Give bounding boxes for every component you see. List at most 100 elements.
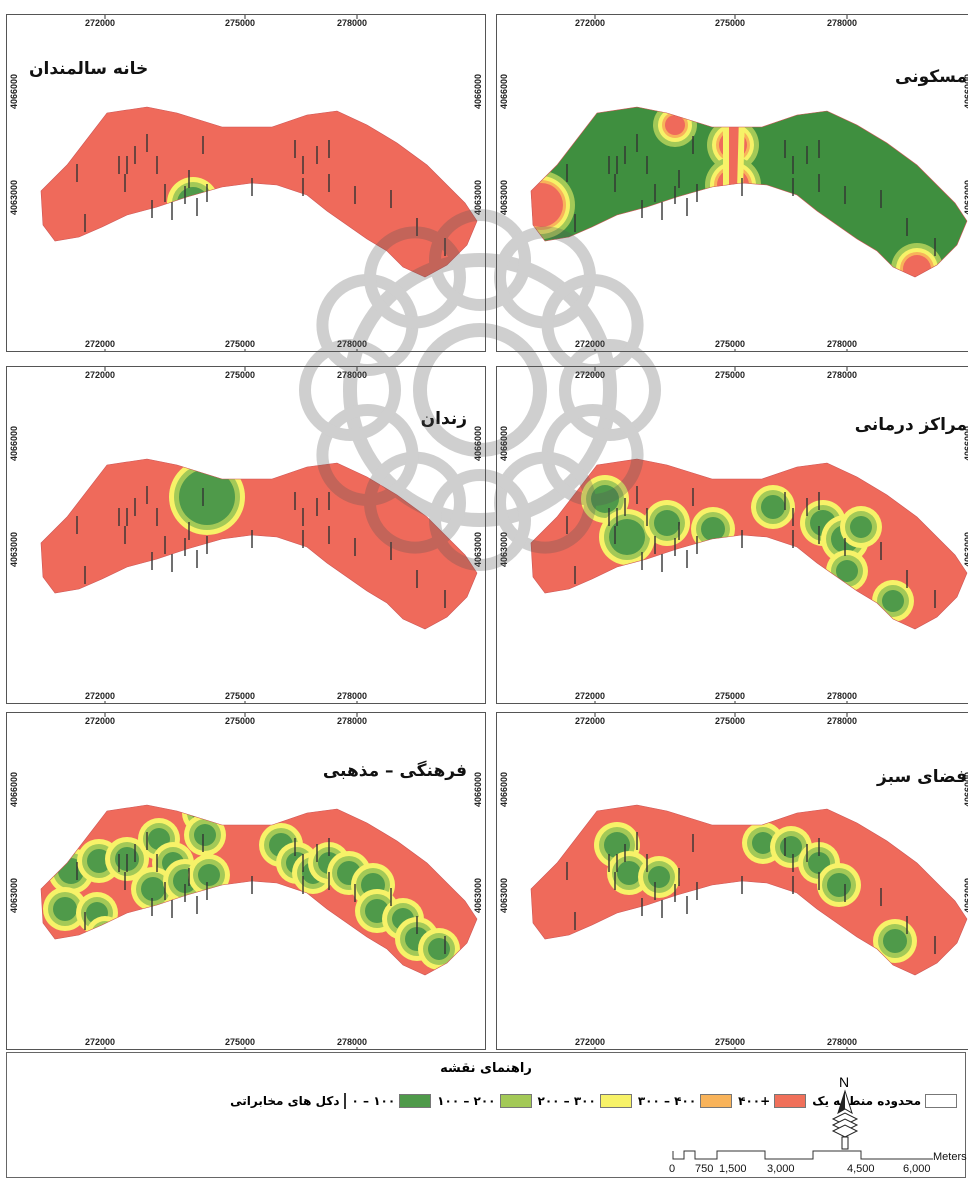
map-panel-p2: 272000 272000 275000 275000 278000 278000 4066…: [496, 14, 968, 352]
map-panel-title: زندان: [420, 409, 467, 429]
x-tick-label: 278000: [827, 370, 858, 380]
map-canvas: [40, 15, 478, 351]
x-tick-label: 275000: [715, 18, 746, 28]
legend-label: ۴۰۰ – ۳۰۰: [637, 1094, 697, 1108]
distance-buffer: [761, 495, 785, 519]
y-tick-label: 4063000: [963, 877, 968, 913]
x-tick-label: 275000: [225, 716, 256, 726]
map-panel-p5: 272000 272000 275000 275000 278000 278000 4066…: [6, 712, 486, 1050]
scale-unit: Meters: [933, 1151, 967, 1163]
x-tick-label: 272000: [575, 1037, 606, 1047]
study-region: [41, 459, 477, 629]
y-tick-label: 4066000: [473, 425, 483, 461]
y-tick-label: 4066000: [9, 73, 19, 109]
x-tick-label: 278000: [827, 716, 858, 726]
y-tick-label: 4066000: [9, 425, 19, 461]
y-tick-label: 4063000: [499, 877, 509, 913]
legend-label: +۴۰۰: [738, 1094, 771, 1108]
distance-buffer: [580, 930, 618, 968]
legend-item: ۳۰۰ – ۲۰۰: [538, 1094, 632, 1108]
map-panel-title: مراکز درمانی: [854, 415, 967, 435]
map-canvas: [40, 367, 478, 703]
distance-buffer: [883, 929, 907, 953]
map-panel-title: مسکونی: [895, 67, 967, 87]
distance-buffer: [179, 469, 235, 525]
x-tick-label: 272000: [575, 18, 606, 28]
x-tick-label: 278000: [337, 339, 368, 349]
x-tick-label: 272000: [575, 339, 606, 349]
distance-buffer: [53, 897, 77, 921]
distance-buffer: [609, 519, 645, 555]
x-tick-label: 275000: [715, 370, 746, 380]
x-tick-label: 272000: [85, 339, 116, 349]
y-tick-label: 4063000: [499, 179, 509, 215]
y-tick-label: 4066000: [499, 771, 509, 807]
distance-buffer: [198, 864, 220, 886]
legend-label: ۲۰۰ – ۱۰۰: [437, 1094, 496, 1108]
x-tick-label: 272000: [575, 716, 606, 726]
y-tick-label: 4063000: [473, 531, 483, 567]
x-tick-label: 272000: [85, 716, 116, 726]
distance-buffer: [591, 485, 619, 513]
distance-buffer: [780, 836, 802, 858]
study-region: [41, 107, 477, 277]
distance-buffer: [836, 560, 858, 582]
distance-buffer: [428, 938, 450, 960]
legend-item: ۴۰۰ – ۳۰۰: [637, 1094, 733, 1108]
y-tick-label: 4063000: [9, 877, 19, 913]
x-tick-label: 275000: [225, 18, 256, 28]
map-panel-title: خانه سالمندان: [29, 59, 149, 79]
distance-buffer: [590, 940, 608, 958]
distance-buffer: [648, 866, 670, 888]
x-tick-label: 275000: [225, 691, 256, 701]
legend-label: دکل های مخابراتی: [230, 1094, 340, 1108]
legend-label: ۱۰۰ – ۰: [351, 1094, 396, 1108]
study-region: [531, 107, 967, 277]
legend-item: دکل های مخابراتی: [230, 1093, 346, 1109]
x-tick-label: 272000: [85, 691, 116, 701]
distance-buffer: [850, 516, 872, 538]
y-tick-label: 4066000: [499, 425, 509, 461]
map-canvas: [530, 15, 968, 351]
x-tick-label: 275000: [715, 1037, 746, 1047]
y-tick-label: 4063000: [963, 531, 968, 567]
legend-item: محدوده منطقه یک: [812, 1094, 957, 1108]
x-tick-label: 275000: [225, 339, 256, 349]
scale-label-1500: 1,500: [719, 1163, 747, 1175]
scale-bar: 0 750 1,500 3,000 4,500 6,000 Meters: [667, 1149, 967, 1175]
legend-swatch: [499, 1094, 532, 1108]
distance-buffer: [827, 873, 851, 897]
x-tick-label: 275000: [715, 691, 746, 701]
north-arrow-icon: N: [831, 1074, 859, 1150]
legend-swatch: [925, 1094, 957, 1108]
y-tick-label: 4066000: [473, 73, 483, 109]
map-legend: راهنمای نقشه دکل های مخابراتی ۱۰۰ – ۰ ۲۰۰ …: [6, 1052, 967, 1178]
x-tick-label: 278000: [337, 1037, 368, 1047]
y-tick-label: 4063000: [473, 179, 483, 215]
legend-item: ۱۰۰ – ۰: [352, 1094, 432, 1108]
distance-buffer: [752, 832, 774, 854]
y-tick-label: 4066000: [473, 771, 483, 807]
y-tick-label: 4063000: [9, 531, 19, 567]
x-tick-label: 275000: [715, 716, 746, 726]
legend-item: +۴۰۰: [738, 1094, 807, 1108]
distance-buffer: [585, 935, 613, 963]
distance-buffer: [654, 510, 680, 536]
distance-buffer: [91, 921, 119, 949]
x-tick-label: 272000: [575, 691, 606, 701]
scale-bar-graphic: [672, 1150, 933, 1160]
y-tick-label: 4063000: [473, 877, 483, 913]
map-panel-p1: 272000 272000 275000 275000 278000 278000 4066…: [6, 14, 486, 352]
distance-buffer: [701, 517, 725, 541]
y-tick-label: 4063000: [963, 179, 968, 215]
legend-label: ۳۰۰ – ۲۰۰: [537, 1094, 596, 1108]
x-tick-label: 278000: [337, 370, 368, 380]
distance-buffer: [194, 824, 216, 846]
x-tick-label: 272000: [85, 370, 116, 380]
map-canvas: [40, 713, 478, 1049]
x-tick-label: 275000: [225, 370, 256, 380]
x-tick-label: 278000: [337, 18, 368, 28]
distance-buffer: [141, 877, 165, 901]
x-tick-label: 275000: [225, 1037, 256, 1047]
legend-swatch: [399, 1094, 432, 1108]
